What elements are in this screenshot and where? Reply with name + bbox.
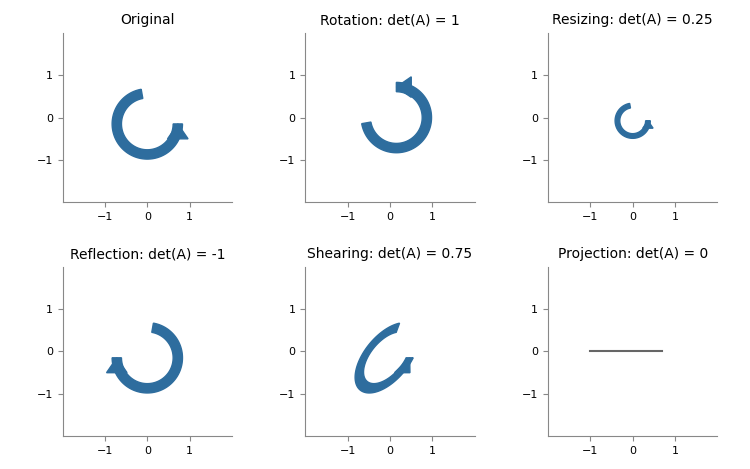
Title: Projection: det(A) = 0: Projection: det(A) = 0 — [557, 247, 708, 261]
Polygon shape — [167, 124, 188, 139]
Polygon shape — [356, 323, 413, 393]
Title: Shearing: det(A) = 0.75: Shearing: det(A) = 0.75 — [308, 247, 472, 261]
Title: Rotation: det(A) = 1: Rotation: det(A) = 1 — [320, 14, 460, 28]
Title: Resizing: det(A) = 0.25: Resizing: det(A) = 0.25 — [553, 14, 713, 28]
Polygon shape — [112, 89, 182, 159]
Polygon shape — [396, 77, 411, 97]
Polygon shape — [615, 104, 650, 138]
Polygon shape — [106, 358, 127, 373]
Polygon shape — [362, 83, 431, 153]
Polygon shape — [643, 121, 653, 128]
Title: Original: Original — [120, 14, 175, 28]
Title: Reflection: det(A) = -1: Reflection: det(A) = -1 — [70, 247, 225, 261]
Polygon shape — [112, 323, 182, 393]
Polygon shape — [394, 358, 410, 373]
